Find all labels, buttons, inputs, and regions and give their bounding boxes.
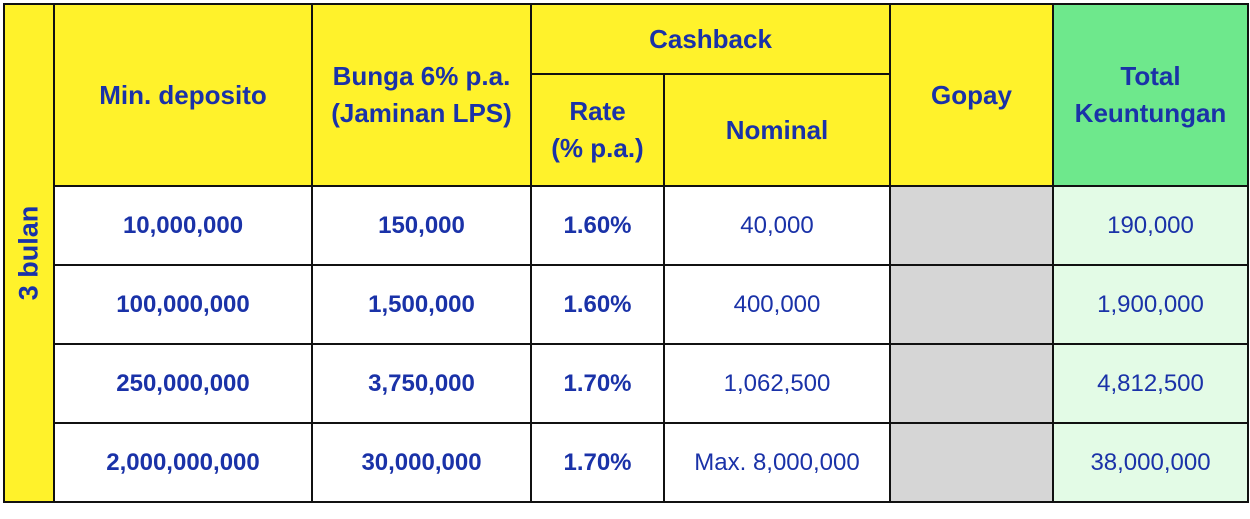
cell-min-deposito: 10,000,000 bbox=[53, 185, 313, 266]
header-gopay: Gopay bbox=[889, 3, 1054, 187]
cell-bunga: 3,750,000 bbox=[311, 343, 532, 424]
cell-gopay bbox=[889, 264, 1054, 345]
header-nominal: Nominal bbox=[663, 73, 891, 187]
cell-nominal: 400,000 bbox=[663, 264, 891, 345]
table-row: 250,000,000 3,750,000 1.70% 1,062,500 4,… bbox=[4, 343, 1249, 424]
cell-total: 38,000,000 bbox=[1052, 422, 1249, 503]
cell-gopay bbox=[889, 185, 1054, 266]
cell-rate: 1.60% bbox=[530, 264, 665, 345]
cell-min-deposito: 250,000,000 bbox=[53, 343, 313, 424]
header-total-line2: Keuntungan bbox=[1074, 98, 1227, 128]
tenor-label: 3 bulan bbox=[13, 205, 44, 301]
header-total-line1: Total bbox=[1120, 61, 1181, 91]
header-rate: Rate (% p.a.) bbox=[530, 73, 665, 187]
cell-nominal: 1,062,500 bbox=[663, 343, 891, 424]
header-bunga: Bunga 6% p.a. (Jaminan LPS) bbox=[311, 3, 532, 187]
header-rate-line1: Rate bbox=[569, 96, 626, 126]
header-rate-line2: (% p.a.) bbox=[551, 133, 644, 163]
header-bunga-line1: Bunga 6% p.a. bbox=[332, 61, 511, 91]
cell-rate: 1.70% bbox=[530, 422, 665, 503]
table-row: 100,000,000 1,500,000 1.60% 400,000 1,90… bbox=[4, 264, 1249, 345]
cell-bunga: 1,500,000 bbox=[311, 264, 532, 345]
header-total-keuntungan: Total Keuntungan bbox=[1052, 3, 1249, 187]
header-bunga-line2: (Jaminan LPS) bbox=[331, 98, 512, 128]
header-min-deposito: Min. deposito bbox=[53, 3, 313, 187]
header-row-1: 3 bulan Min. deposito Bunga 6% p.a. (Jam… bbox=[3, 3, 1249, 503]
cell-bunga: 150,000 bbox=[311, 185, 532, 266]
cell-rate: 1.60% bbox=[530, 185, 665, 266]
cell-total: 190,000 bbox=[1052, 185, 1249, 266]
table-row: 10,000,000 150,000 1.60% 40,000 190,000 bbox=[4, 185, 1249, 266]
cell-min-deposito: 2,000,000,000 bbox=[53, 422, 313, 503]
tenor-label-cell: 3 bulan bbox=[3, 3, 55, 503]
cell-bunga: 30,000,000 bbox=[311, 422, 532, 503]
cell-gopay bbox=[889, 422, 1054, 503]
deposit-table-container: 3 bulan Min. deposito Bunga 6% p.a. (Jam… bbox=[3, 3, 1249, 503]
header-row-2: Rate (% p.a.) Nominal bbox=[4, 73, 1248, 187]
deposit-benefit-table: 3 bulan Min. deposito Bunga 6% p.a. (Jam… bbox=[3, 3, 1249, 503]
cell-total: 1,900,000 bbox=[1052, 264, 1249, 345]
cell-nominal: Max. 8,000,000 bbox=[663, 422, 891, 503]
header-cashback: Cashback bbox=[530, 3, 891, 75]
cell-min-deposito: 100,000,000 bbox=[53, 264, 313, 345]
cell-total: 4,812,500 bbox=[1052, 343, 1249, 424]
table-row: 2,000,000,000 30,000,000 1.70% Max. 8,00… bbox=[4, 422, 1249, 503]
cell-nominal: 40,000 bbox=[663, 185, 891, 266]
cell-rate: 1.70% bbox=[530, 343, 665, 424]
cell-gopay bbox=[889, 343, 1054, 424]
